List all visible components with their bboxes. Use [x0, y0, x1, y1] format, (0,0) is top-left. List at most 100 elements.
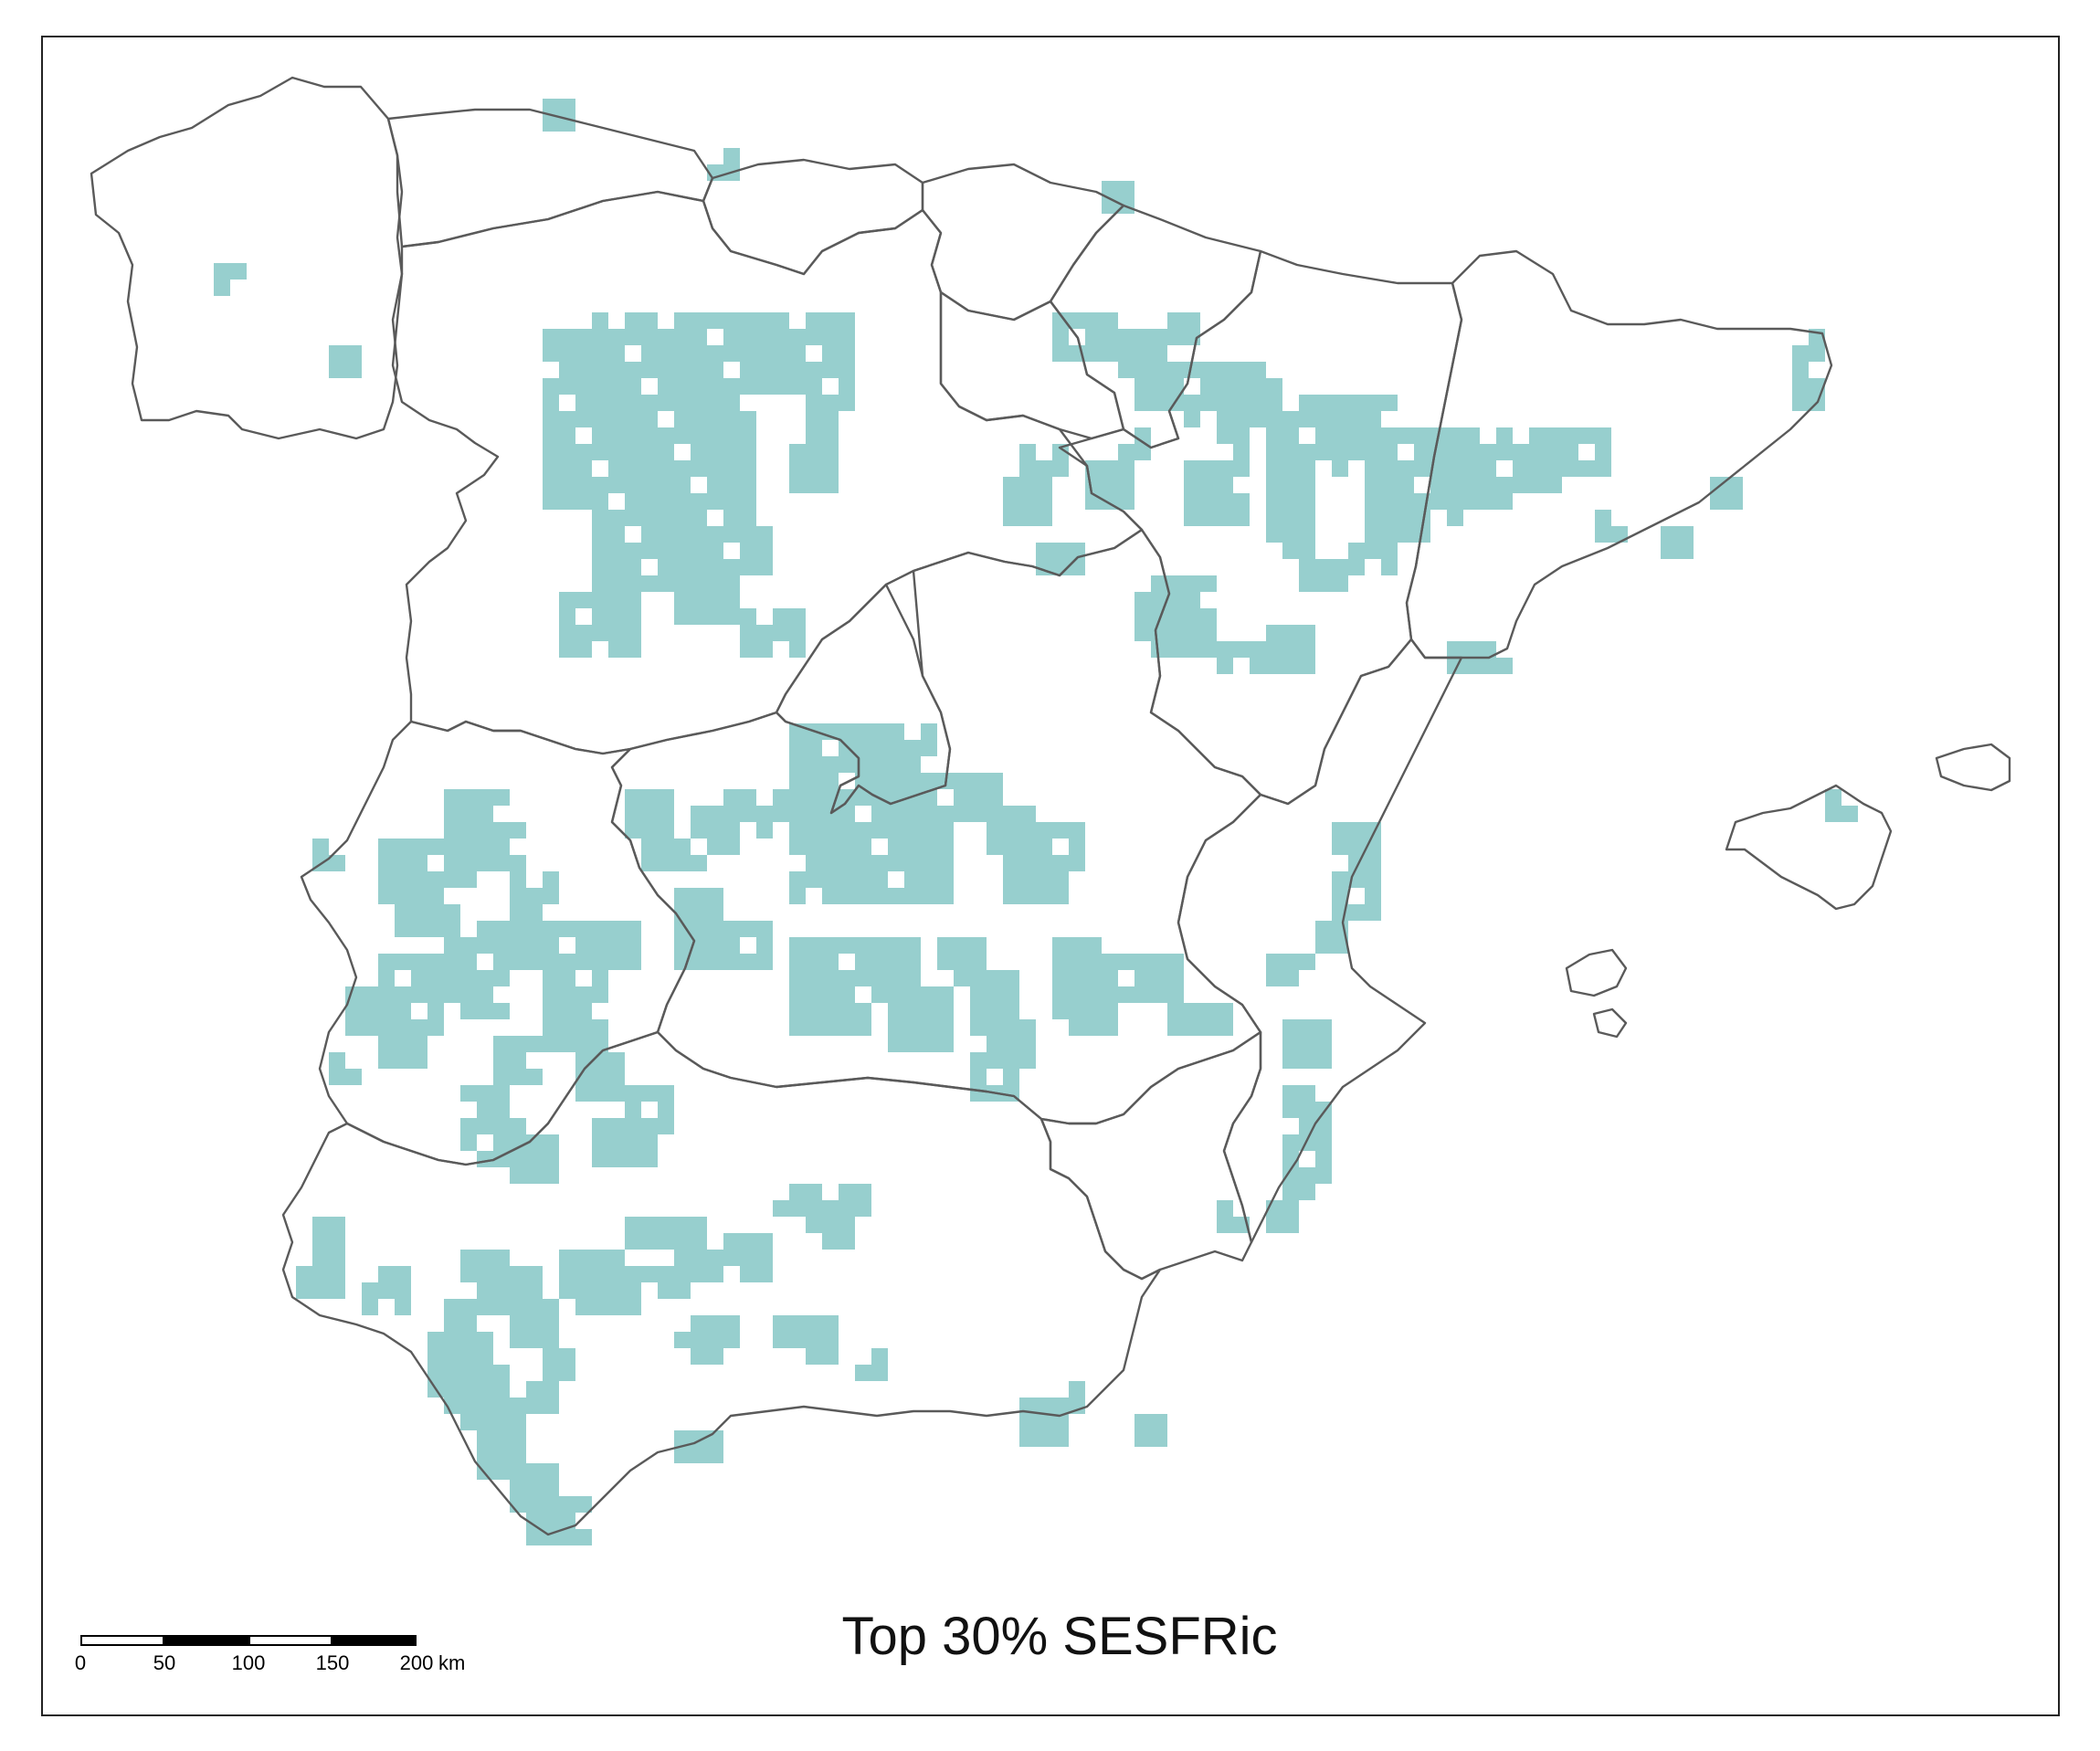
grid-cell	[608, 444, 625, 460]
grid-cell	[1003, 1069, 1019, 1085]
grid-cell	[839, 312, 855, 329]
grid-cell	[740, 378, 756, 395]
grid-cell	[1052, 1414, 1069, 1430]
grid-cell	[625, 510, 641, 526]
grid-cell	[575, 1003, 592, 1019]
grid-cell	[1102, 970, 1118, 986]
grid-cell	[1036, 543, 1052, 559]
grid-cell	[493, 1299, 510, 1315]
grid-cell	[1365, 460, 1381, 477]
grid-cell	[460, 1118, 477, 1134]
grid-cell	[608, 641, 625, 658]
grid-cell	[1332, 460, 1348, 477]
grid-cell	[510, 1480, 526, 1496]
grid-cell	[395, 921, 411, 937]
grid-cell	[608, 1085, 625, 1102]
grid-cell	[526, 1332, 543, 1348]
grid-cell	[691, 575, 707, 592]
grid-cell	[575, 592, 592, 608]
grid-cell	[888, 986, 904, 1003]
grid-cell	[592, 493, 608, 510]
grid-cell	[411, 1052, 427, 1069]
grid-cell	[1348, 559, 1365, 575]
grid-cell	[691, 493, 707, 510]
grid-cell	[658, 427, 674, 444]
grid-cell	[477, 1151, 493, 1167]
grid-cell	[1233, 460, 1250, 477]
grid-cell	[444, 1299, 460, 1315]
grid-cell	[608, 395, 625, 411]
grid-cell	[723, 378, 740, 395]
grid-cell	[707, 362, 723, 378]
grid-cell	[1447, 427, 1463, 444]
grid-cell	[1003, 477, 1019, 493]
grid-cell	[691, 806, 707, 822]
grid-cell	[1809, 345, 1825, 362]
grid-cell	[641, 1085, 658, 1102]
grid-cell	[1217, 1003, 1233, 1019]
grid-cell	[608, 921, 625, 937]
grid-cell	[510, 888, 526, 904]
grid-cell	[625, 444, 641, 460]
grid-cell	[510, 904, 526, 921]
grid-cell	[1118, 444, 1134, 460]
grid-cell	[543, 99, 559, 115]
grid-cell	[625, 575, 641, 592]
grid-cell	[1315, 1151, 1332, 1167]
grid-cell	[740, 954, 756, 970]
grid-cell	[839, 855, 855, 871]
grid-cell	[707, 608, 723, 625]
grid-cell	[789, 871, 806, 888]
grid-cell	[756, 526, 773, 543]
grid-cell	[839, 822, 855, 839]
grid-cell	[543, 378, 559, 395]
grid-cell	[460, 1365, 477, 1381]
grid-cell	[1282, 411, 1299, 427]
region-boundaries	[90, 76, 2011, 1536]
grid-cell	[691, 855, 707, 871]
grid-cell	[543, 1513, 559, 1529]
grid-cell	[806, 773, 822, 789]
grid-cell	[1365, 543, 1381, 559]
grid-cell	[1118, 460, 1134, 477]
grid-cell	[789, 345, 806, 362]
grid-cell	[1151, 575, 1167, 592]
grid-cell	[427, 1003, 444, 1019]
grid-cell	[921, 740, 937, 756]
grid-cell	[691, 526, 707, 543]
grid-cell	[1052, 937, 1069, 954]
grid-cell	[1003, 986, 1019, 1003]
grid-cell	[1430, 460, 1447, 477]
grid-cell	[444, 855, 460, 871]
grid-cell	[691, 888, 707, 904]
grid-cell	[1151, 1414, 1167, 1430]
grid-cell	[789, 756, 806, 773]
grid-cell	[378, 871, 395, 888]
grid-cell	[460, 1250, 477, 1266]
grid-cell	[674, 1332, 691, 1348]
grid-cell	[806, 411, 822, 427]
grid-cell	[1052, 329, 1069, 345]
grid-cell	[641, 411, 658, 427]
grid-cell	[658, 822, 674, 839]
grid-cell	[345, 362, 362, 378]
grid-cell	[378, 839, 395, 855]
grid-cell	[707, 904, 723, 921]
grid-cell	[1726, 493, 1743, 510]
grid-cell	[1200, 460, 1217, 477]
grid-cell	[411, 970, 427, 986]
grid-cell	[691, 362, 707, 378]
grid-cell	[674, 1447, 691, 1463]
grid-cell	[1381, 477, 1398, 493]
grid-cell	[740, 543, 756, 559]
grid-cell	[1348, 543, 1365, 559]
grid-cell	[592, 608, 608, 625]
grid-cell	[1003, 970, 1019, 986]
grid-cell	[1233, 510, 1250, 526]
grid-cell	[1282, 543, 1299, 559]
grid-cell	[1069, 937, 1085, 954]
grid-cell	[625, 493, 641, 510]
grid-cell	[493, 1430, 510, 1447]
grid-cell	[1134, 592, 1151, 608]
grid-cell	[427, 921, 444, 937]
